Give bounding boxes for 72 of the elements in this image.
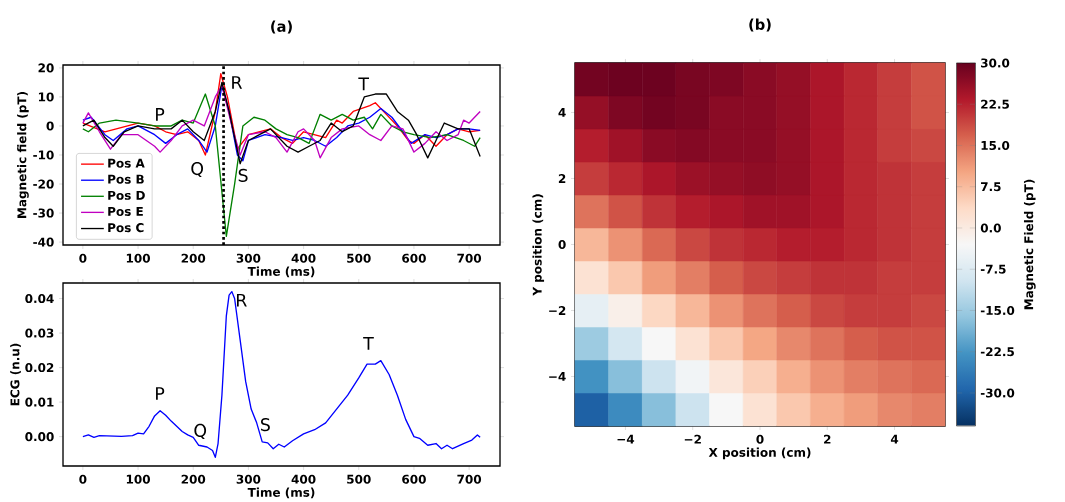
y-tick-label: 2 xyxy=(558,174,566,183)
annotation: S xyxy=(238,168,248,182)
y-tick-label: 0.02 xyxy=(25,363,54,373)
y-tick-label: -20 xyxy=(33,179,54,189)
x-tick-label: 700 xyxy=(457,474,482,484)
x-axis-title: Time (ms) xyxy=(247,266,315,278)
x-tick-label: 0 xyxy=(756,434,764,444)
x-axis-title: X position (cm) xyxy=(708,447,811,460)
x-tick-label: −2 xyxy=(684,434,701,444)
legend-label: Pos B xyxy=(108,174,144,184)
y-tick-label: −4 xyxy=(549,372,566,381)
x-tick-label: 4 xyxy=(890,434,899,444)
x-tick-label: 0 xyxy=(79,474,87,484)
color-bar-label: -30.0 xyxy=(980,388,1015,398)
annotation: P xyxy=(156,108,165,121)
x-axis-title: Time (ms) xyxy=(247,487,315,499)
color-bar-label: 22.5 xyxy=(981,99,1009,109)
color-bar-label: 7.5 xyxy=(981,182,1001,192)
x-tick-label: 400 xyxy=(291,253,316,263)
x-tick-label: 600 xyxy=(402,474,426,484)
legend-label: Pos C xyxy=(108,223,144,233)
y-tick-label: −2 xyxy=(549,306,566,315)
y-tick-label: 20 xyxy=(38,63,54,73)
x-tick-label: 300 xyxy=(236,253,261,263)
x-tick-label: 200 xyxy=(181,253,206,263)
y-tick-label: 10 xyxy=(38,92,54,102)
legend-label: Pos E xyxy=(108,207,143,216)
x-tick-label: 2 xyxy=(824,434,831,444)
color-bar-label: -7.5 xyxy=(980,264,1006,274)
y-axis-title: Magnetic field (pT) xyxy=(17,91,29,218)
annotation: T xyxy=(363,337,374,350)
y-tick-label: 0.01 xyxy=(25,397,54,407)
x-tick-label: 700 xyxy=(457,253,482,263)
x-tick-label: −4 xyxy=(617,434,635,444)
y-tick-label: 0.04 xyxy=(25,293,54,304)
y-axis-title: Y position (cm) xyxy=(532,194,545,296)
x-tick-label: 0 xyxy=(79,253,87,263)
line-series xyxy=(82,93,481,237)
x-tick-label: 200 xyxy=(181,474,206,484)
x-tick-label: 100 xyxy=(126,253,151,263)
y-tick-label: 0 xyxy=(558,239,566,250)
y-tick-label: -40 xyxy=(33,237,54,247)
y-axis-title: ECG (n.u) xyxy=(10,343,21,406)
y-tick-label: -30 xyxy=(33,208,54,218)
x-tick-label: 600 xyxy=(402,253,426,263)
x-tick-label: 100 xyxy=(126,474,151,484)
y-tick-label: 0.03 xyxy=(25,328,54,338)
annotation: Q xyxy=(194,423,207,439)
annotation: Q xyxy=(191,162,204,178)
legend-label: Pos D xyxy=(108,190,145,200)
chart-title: (a) xyxy=(271,20,292,34)
y-tick-label: 0.00 xyxy=(25,432,54,442)
x-tick-label: 500 xyxy=(347,253,371,263)
annotation: R xyxy=(232,76,243,89)
x-tick-label: 400 xyxy=(291,474,316,484)
y-tick-label: -10 xyxy=(33,150,54,160)
annotation: S xyxy=(260,418,270,432)
y-tick-label: 4 xyxy=(558,108,566,117)
color-bar-label: -22.5 xyxy=(980,347,1014,357)
color-bar-title: Magnetic Field (pT) xyxy=(1023,179,1036,310)
annotation: P xyxy=(156,387,165,400)
color-bar-label: -15.0 xyxy=(980,305,1015,316)
legend-label: Pos A xyxy=(108,158,145,168)
annotation: T xyxy=(358,77,370,91)
color-bar-label: 0.0 xyxy=(980,223,1001,233)
color-bar-label: 30.0 xyxy=(981,58,1010,68)
annotation: R xyxy=(236,293,247,307)
y-tick-label: 0 xyxy=(46,121,54,131)
color-bar-label: 15.0 xyxy=(981,140,1010,151)
x-tick-label: 500 xyxy=(347,474,371,484)
x-tick-label: 300 xyxy=(236,474,261,484)
chart-title: (b) xyxy=(749,18,771,32)
